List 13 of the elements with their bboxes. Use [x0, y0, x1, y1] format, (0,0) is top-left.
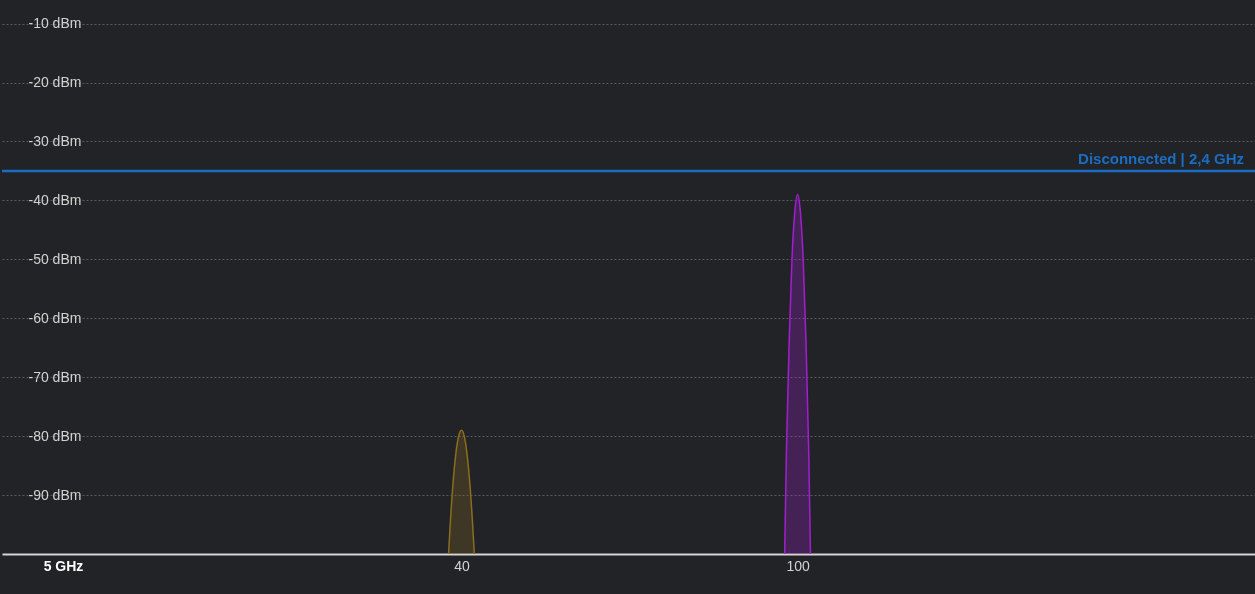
y-tick-label: -20 dBm: [28, 74, 82, 91]
y-tick-label: -10 dBm: [28, 15, 82, 32]
x-axis-title: 5 GHz: [43, 557, 84, 574]
y-tick-label: -70 dBm: [28, 368, 82, 385]
y-tick-label: -50 dBm: [28, 250, 82, 267]
y-tick-label: -40 dBm: [28, 191, 82, 208]
y-tick-label: -60 dBm: [28, 309, 82, 326]
y-tick-label: -80 dBm: [28, 427, 82, 444]
y-tick-label: -90 dBm: [28, 486, 82, 503]
ref-line-label: Disconnected | 2,4 GHz: [1078, 149, 1244, 167]
x-tick-label: 100: [786, 557, 810, 574]
y-tick-label: -30 dBm: [28, 132, 82, 149]
x-tick-label: 40: [454, 557, 470, 574]
